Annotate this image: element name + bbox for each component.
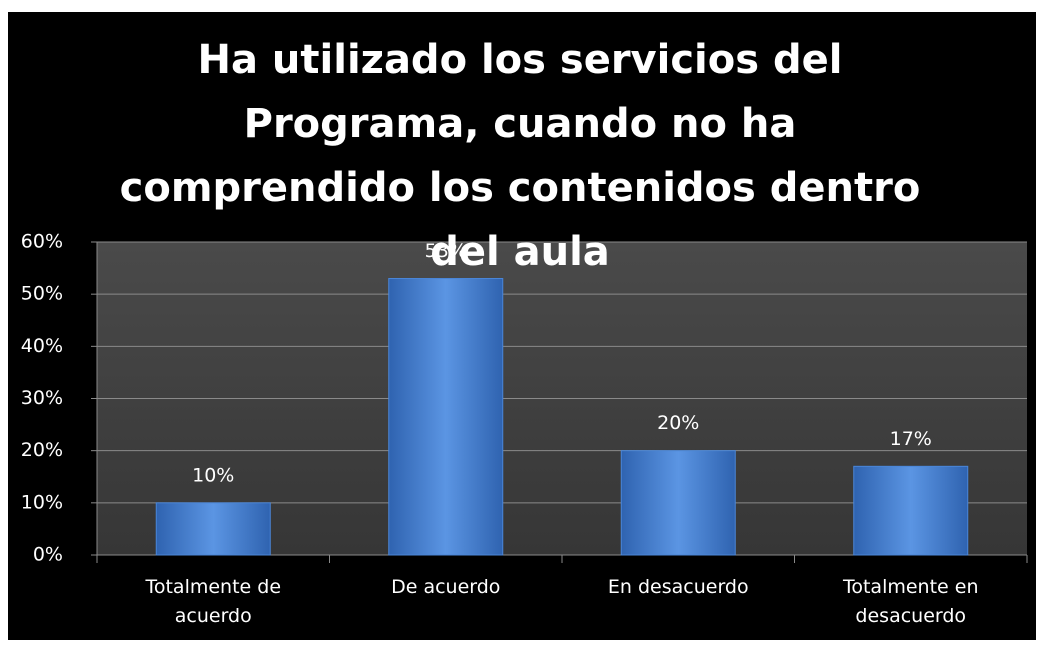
- y-tick-label: 50%: [21, 283, 63, 305]
- y-tick-label: 0%: [33, 544, 63, 566]
- chart-title: Ha utilizado los servicios del Programa,…: [119, 37, 921, 275]
- bar: [853, 465, 969, 556]
- value-label: 20%: [657, 412, 699, 434]
- y-tick-label: 40%: [21, 335, 63, 357]
- value-label: 53%: [425, 240, 467, 262]
- value-label: 10%: [192, 464, 234, 486]
- bar: [388, 278, 504, 556]
- x-tick-label: Totalmente de acuerdo: [145, 576, 282, 627]
- x-tick-label: Totalmente en desacuerdo: [842, 576, 979, 627]
- y-tick-label: 10%: [21, 491, 63, 513]
- y-tick-label: 30%: [21, 387, 63, 409]
- y-tick-label: 60%: [21, 231, 63, 253]
- bar: [155, 502, 271, 556]
- value-label: 17%: [890, 428, 932, 450]
- y-tick-label: 20%: [21, 439, 63, 461]
- x-tick-label: De acuerdo: [391, 576, 501, 598]
- bar: [620, 450, 736, 556]
- x-tick-label: En desacuerdo: [607, 576, 749, 598]
